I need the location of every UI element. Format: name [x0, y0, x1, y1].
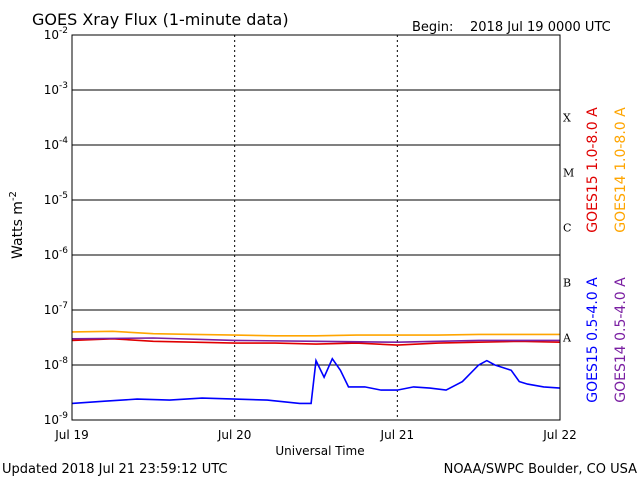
series-line-0: [71, 337, 561, 346]
legend-entry: GOES15 1.0-8.0 A: [585, 107, 601, 233]
series-line-2: [71, 357, 561, 405]
y-tick-label: 10-9: [44, 411, 69, 427]
x-tick-label: Jul 21: [380, 428, 415, 442]
flare-class-a: A: [562, 332, 572, 345]
flare-class-b: B: [563, 277, 571, 290]
begin-label: Begin:: [412, 20, 453, 35]
grid-lines: [72, 35, 560, 420]
y-tick-label: 10-4: [44, 136, 69, 152]
y-tick-labels: 10-2 10-3 10-4 10-5 10-6 10-7 10-8 10-9: [44, 26, 77, 427]
flare-class-x: X: [563, 112, 571, 125]
x-axis-label: Universal Time: [275, 444, 364, 458]
y-tick-label: 10-7: [44, 301, 68, 317]
x-tick-label: Jul 22: [542, 428, 577, 442]
chart-title: GOES Xray Flux (1-minute data): [32, 10, 289, 29]
legend-entry: GOES14 1.0-8.0 A: [613, 107, 629, 233]
series-line-1: [71, 330, 560, 337]
x-tick-label: Jul 20: [217, 428, 252, 442]
flare-class-labels: X M C B A: [562, 112, 574, 345]
flare-class-c: C: [563, 222, 571, 235]
series-layer: [71, 330, 561, 405]
updated-timestamp: Updated 2018 Jul 21 23:59:12 UTC: [2, 462, 227, 477]
y-tick-label: 10-8: [44, 356, 69, 372]
legend-entry: GOES14 0.5-4.0 A: [613, 277, 629, 403]
y-axis-label: Watts m-2: [8, 191, 26, 259]
x-tick-labels: Jul 19 Jul 20 Jul 21 Jul 22: [54, 428, 577, 442]
begin-value: 2018 Jul 19 0000 UTC: [470, 20, 611, 35]
y-tick-label: 10-6: [44, 246, 69, 262]
x-tick-label: Jul 19: [54, 428, 89, 442]
y-tick-label: 10-3: [44, 81, 68, 97]
flare-class-m: M: [563, 167, 574, 180]
y-tick-label: 10-2: [44, 26, 68, 42]
series-line-3: [71, 337, 560, 344]
credit-text: NOAA/SWPC Boulder, CO USA: [444, 462, 637, 477]
y-tick-label: 10-5: [44, 191, 68, 207]
legend-entry: GOES15 0.5-4.0 A: [585, 277, 601, 403]
plot-frame: [71, 34, 561, 421]
legend: GOES15 1.0-8.0 A GOES14 1.0-8.0 A GOES15 0…: [585, 107, 629, 403]
